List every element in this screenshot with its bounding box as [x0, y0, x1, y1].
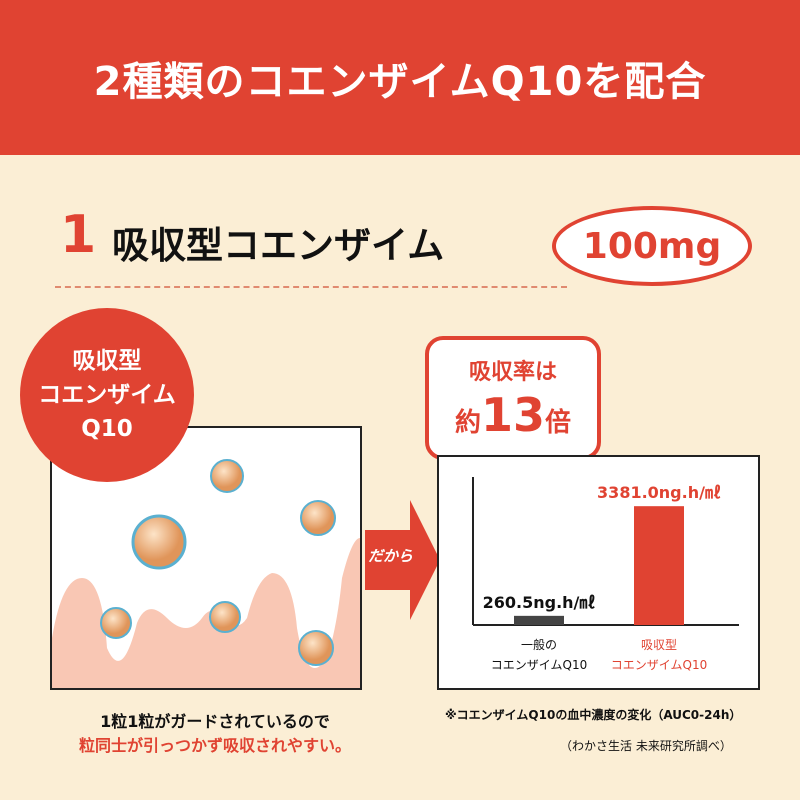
bar [514, 615, 564, 625]
note-1: ※コエンザイムQ10の血中濃度の変化（AUC0-24h） [445, 708, 742, 722]
particle-illustration [50, 426, 362, 690]
particles [100, 459, 336, 666]
caption-line1: 1粒1粒がガードされているので [100, 712, 330, 731]
header-title: 2種類のコエンザイムQ10を配合 [93, 58, 707, 105]
callout-suffix: 倍 [545, 408, 572, 438]
tick-label: 一般の [521, 637, 557, 652]
dose-badge: 100mg [552, 206, 752, 286]
section-title: 吸収型コエンザイム [112, 224, 445, 267]
divider [55, 286, 567, 288]
callout-prefix: 約 [454, 408, 481, 438]
tissue-shape [52, 538, 360, 688]
absorption-callout: 吸収率は 約13倍 [425, 336, 601, 460]
bar [634, 506, 684, 625]
data-label: 260.5ng.h/㎖ [483, 593, 596, 612]
badge-circle: 吸収型 コエンザイム Q10 [20, 308, 194, 482]
note-2: （わかさ生活 未来研究所調べ） [560, 739, 732, 753]
badge-line: コエンザイム [38, 382, 176, 408]
arrow-label: だから [368, 547, 414, 565]
callout-line1: 吸収率は [468, 360, 557, 385]
tick-label: コエンザイムQ10 [611, 658, 707, 672]
arrow-right-icon [365, 500, 440, 620]
badge-line: Q10 [81, 416, 133, 442]
callout-number: 13 [480, 388, 545, 442]
tick-label: コエンザイムQ10 [491, 658, 587, 672]
caption-line2: 粒同士が引っつかず吸収されやすい。 [78, 736, 351, 755]
illustration-svg [52, 459, 360, 688]
badge-line: 吸収型 [72, 348, 142, 374]
section-number: 1 [60, 205, 97, 265]
data-label: 3381.0ng.h/㎖ [597, 483, 721, 502]
header-banner: 2種類のコエンザイムQ10を配合 [0, 0, 800, 155]
tick-label: 吸収型 [641, 638, 677, 652]
